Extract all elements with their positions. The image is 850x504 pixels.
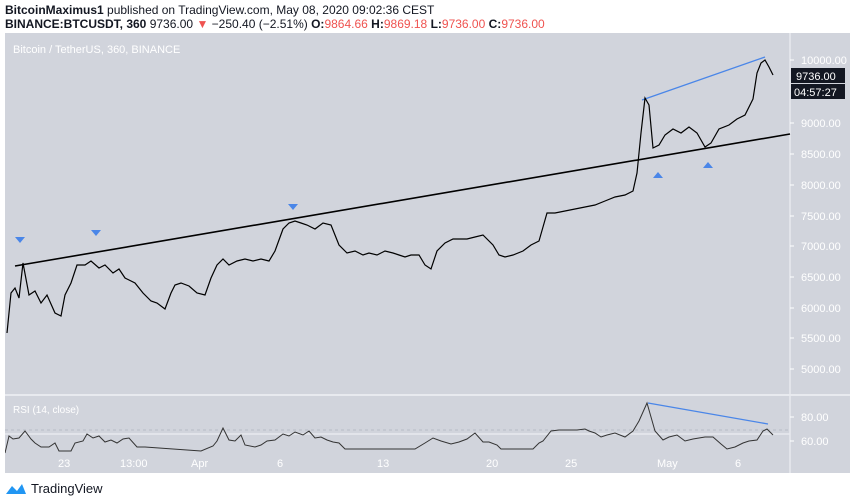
svg-text:9000.00: 9000.00 bbox=[801, 118, 841, 130]
tradingview-logo-icon bbox=[6, 483, 26, 494]
svg-text:May: May bbox=[657, 458, 678, 470]
higher-high-line[interactable] bbox=[641, 56, 766, 101]
ascending-trendline[interactable] bbox=[14, 133, 791, 267]
high-value: 9869.18 bbox=[383, 17, 428, 31]
rsi-label: RSI (14, close) bbox=[13, 405, 79, 416]
rsi-axis[interactable]: 80.00 60.00 bbox=[790, 412, 829, 448]
svg-text:6500.00: 6500.00 bbox=[801, 272, 841, 284]
svg-text:5500.00: 5500.00 bbox=[801, 333, 841, 345]
svg-text:10000.00: 10000.00 bbox=[801, 55, 847, 67]
published-text: published on TradingView.com, May 08, 20… bbox=[103, 3, 435, 17]
down-arrow-icon: ▼ bbox=[196, 17, 209, 31]
svg-text:20: 20 bbox=[486, 458, 498, 470]
chart-area[interactable]: Bitcoin / TetherUS, 360, BINANCE 10000.0… bbox=[4, 33, 850, 473]
symbol-label: BINANCE:BTCUSDT, 360 bbox=[5, 17, 147, 31]
svg-text:23: 23 bbox=[58, 458, 70, 470]
chart-svg: Bitcoin / TetherUS, 360, BINANCE 10000.0… bbox=[4, 33, 850, 473]
price-change: −250.40 (−2.51%) bbox=[211, 17, 308, 31]
svg-text:25: 25 bbox=[565, 458, 577, 470]
svg-text:6000.00: 6000.00 bbox=[801, 303, 841, 315]
tradingview-logo[interactable]: TradingView bbox=[5, 481, 103, 496]
markers bbox=[15, 162, 713, 243]
countdown-label bbox=[791, 84, 845, 99]
triangle-down-icon bbox=[91, 230, 101, 236]
triangle-down-icon bbox=[15, 237, 25, 243]
svg-text:5000.00: 5000.00 bbox=[801, 364, 841, 376]
open-label: O: bbox=[311, 17, 325, 31]
svg-text:80.00: 80.00 bbox=[801, 412, 829, 424]
low-value: 9736.00 bbox=[441, 17, 486, 31]
price-axis[interactable]: 10000.00 9000.00 8500.00 8000.00 7500.00… bbox=[790, 55, 847, 376]
rsi-line bbox=[4, 401, 774, 454]
last-price-text: 9736.00 bbox=[796, 71, 836, 83]
chart-title: Bitcoin / TetherUS, 360, BINANCE bbox=[13, 44, 180, 56]
svg-text:7500.00: 7500.00 bbox=[801, 211, 841, 223]
svg-text:7000.00: 7000.00 bbox=[801, 241, 841, 253]
time-axis[interactable]: 23 13:00 Apr 6 13 20 25 May 6 bbox=[58, 458, 741, 470]
close-label: C: bbox=[488, 17, 502, 31]
triangle-up-icon bbox=[653, 172, 663, 178]
author-name[interactable]: BitcoinMaximus1 bbox=[5, 3, 104, 17]
rsi-divergence-line[interactable] bbox=[647, 402, 769, 425]
svg-text:8000.00: 8000.00 bbox=[801, 180, 841, 192]
high-label: H: bbox=[371, 17, 384, 31]
brand-text: TradingView bbox=[31, 481, 103, 496]
svg-text:13:00: 13:00 bbox=[120, 458, 148, 470]
open-value: 9864.66 bbox=[324, 17, 368, 31]
svg-text:6: 6 bbox=[735, 458, 741, 470]
low-label: L: bbox=[430, 17, 442, 31]
svg-text:Apr: Apr bbox=[191, 458, 208, 470]
svg-text:60.00: 60.00 bbox=[801, 436, 829, 448]
publish-info: BitcoinMaximus1 published on TradingView… bbox=[5, 3, 434, 17]
close-value: 9736.00 bbox=[501, 17, 545, 31]
svg-text:6: 6 bbox=[277, 458, 283, 470]
symbol-info-bar: BINANCE:BTCUSDT, 360 9736.00 ▼ −250.40 (… bbox=[5, 17, 545, 31]
countdown-text: 04:57:27 bbox=[794, 87, 837, 99]
svg-text:13: 13 bbox=[377, 458, 389, 470]
last-price: 9736.00 bbox=[149, 17, 194, 31]
svg-text:8500.00: 8500.00 bbox=[801, 149, 841, 161]
triangle-down-icon bbox=[288, 204, 298, 210]
triangle-up-icon bbox=[703, 162, 713, 168]
candles bbox=[6, 59, 774, 334]
last-price-label bbox=[791, 68, 845, 83]
